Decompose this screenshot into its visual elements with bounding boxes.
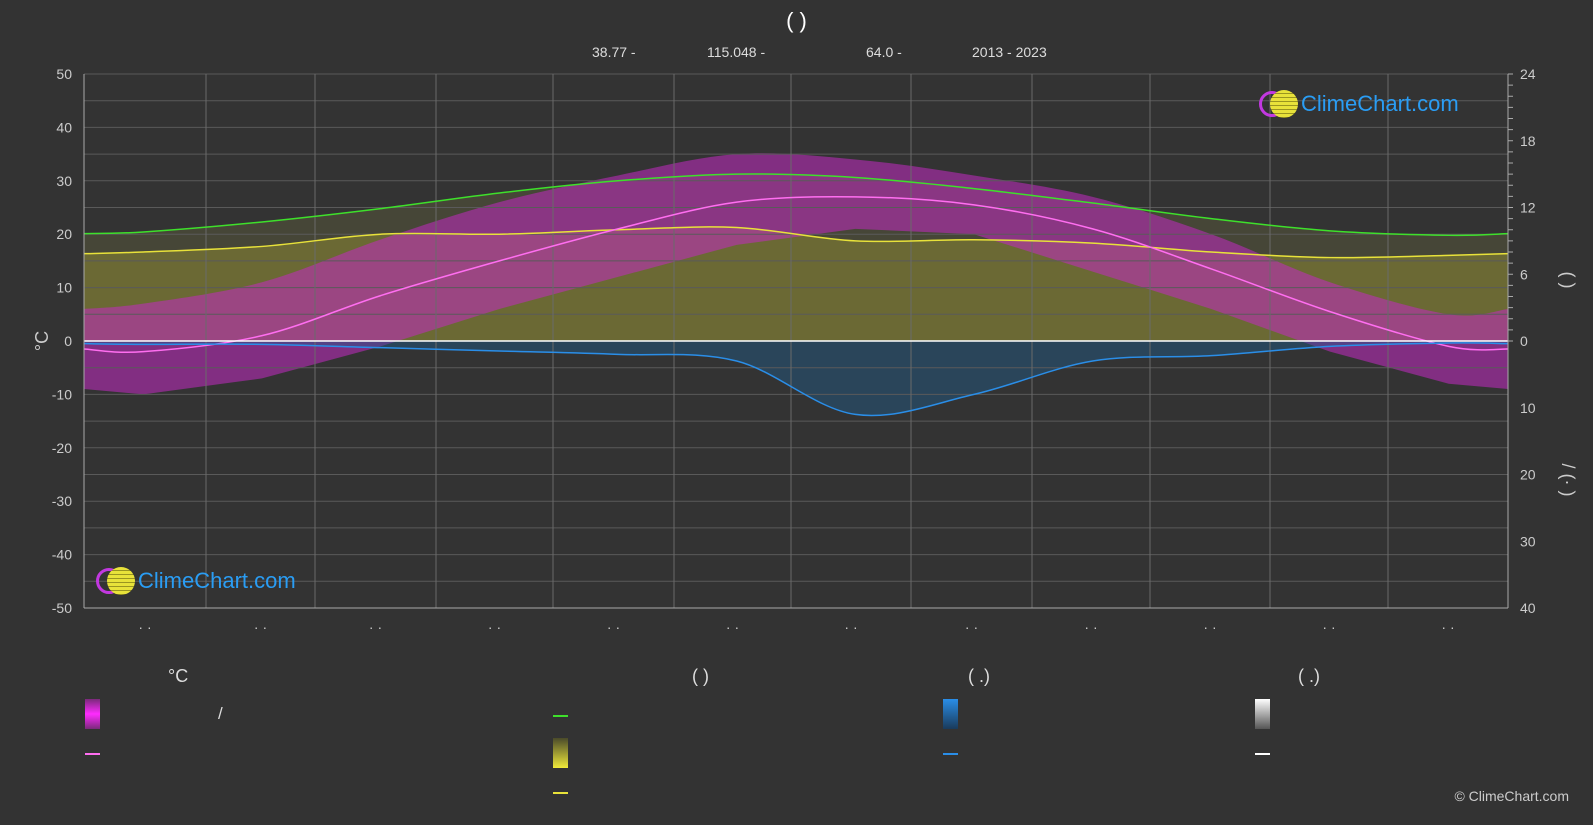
legend-temp-header: °C — [168, 666, 189, 686]
longitude-value: 115.048 - — [707, 44, 766, 60]
legend-avg-snow-swatch — [1255, 753, 1270, 755]
daylight-line — [83, 173, 1509, 237]
location-meta: 38.77 - 115.048 - 64.0 - 2013 - 2023 — [0, 44, 1593, 64]
left-tick-label: -10 — [52, 386, 72, 402]
legend-temp-range-swatch — [85, 699, 100, 729]
legend-rain-swatch — [943, 699, 958, 729]
legend-rain-header: ( .) — [968, 666, 990, 686]
left-tick-label: 0 — [64, 333, 72, 349]
x-tick-label: · · — [254, 619, 267, 635]
right-tick-label-mm: 40 — [1520, 600, 1536, 616]
x-tick-label: · · — [1203, 619, 1216, 635]
precipitation-area — [84, 341, 1508, 416]
sunshine-line — [83, 226, 1509, 259]
right-tick-label-mm: 20 — [1520, 467, 1536, 483]
legend-sun-header: ( ) — [692, 666, 709, 686]
elevation-value: 64.0 - — [866, 44, 902, 60]
legend-avg-rain-swatch — [943, 753, 958, 755]
chart-axes: 50 40 30 20 10 0 -10 -20 -30 -40 -50 °C 24 18 12 6 0 10 20… — [32, 66, 1578, 635]
x-tick-label: · · — [844, 619, 857, 635]
right-tick-label-hours: 18 — [1520, 133, 1536, 149]
right-tick-label-hours: 24 — [1520, 66, 1536, 82]
right-tick-label-hours: 6 — [1520, 266, 1528, 282]
legend-avg-temp-swatch — [85, 753, 100, 755]
right-tick-label-mm: 30 — [1520, 533, 1536, 549]
legend-avg-sunshine-swatch — [553, 792, 568, 794]
legend-daylight-swatch — [553, 715, 568, 717]
right-tick-label-mm: 10 — [1520, 400, 1536, 416]
left-tick-label: 10 — [56, 280, 72, 296]
period-value: 2013 - 2023 — [972, 44, 1047, 60]
x-tick-label: · · — [369, 619, 382, 635]
left-tick-label: 30 — [56, 173, 72, 189]
x-tick-label: · · — [138, 619, 151, 635]
logo-bottom-left[interactable]: ClimeChart.com — [96, 567, 296, 595]
x-tick-label: · · — [965, 619, 978, 635]
right-tick-label-mm: 0 — [1520, 333, 1528, 349]
left-tick-label: -40 — [52, 547, 72, 563]
left-tick-label: 20 — [56, 226, 72, 242]
left-tick-label: -50 — [52, 600, 72, 616]
temperature-bands — [84, 153, 1508, 416]
left-tick-label: -20 — [52, 440, 72, 456]
x-tick-label: · · — [1084, 619, 1097, 635]
logo-sun-icon — [1270, 90, 1298, 118]
right-tick-label-hours: 12 — [1520, 200, 1536, 216]
x-tick-label: · · — [488, 619, 501, 635]
right-axis-title-top: ( ) — [1558, 272, 1578, 289]
x-tick-label: · · — [726, 619, 739, 635]
page-title: ( ) — [786, 8, 807, 33]
logo-top-right[interactable]: ClimeChart.com — [1259, 90, 1459, 118]
chart-series — [83, 173, 1509, 417]
left-tick-label: 40 — [56, 119, 72, 135]
x-tick-label: · · — [1441, 619, 1454, 635]
precipitation-line — [83, 342, 1509, 417]
logo-sun-icon — [107, 567, 135, 595]
x-tick-label: · · — [1322, 619, 1335, 635]
right-axis-title-bottom: / (· ) — [1558, 464, 1578, 497]
legend-snow-swatch — [1255, 699, 1270, 729]
left-tick-label: -30 — [52, 493, 72, 509]
left-axis-title: °C — [32, 331, 52, 351]
latitude-value: 38.77 - — [592, 44, 636, 60]
x-tick-label: · · — [607, 619, 620, 635]
left-tick-label: 50 — [56, 66, 72, 82]
avg-temperature-line — [83, 195, 1509, 354]
copyright: © ClimeChart.com — [1454, 788, 1569, 804]
legend-snow-header: ( .) — [1298, 666, 1320, 686]
climate-chart: 50 40 30 20 10 0 -10 -20 -30 -40 -50 °C 24 18 12 6 0 10 20… — [32, 66, 1578, 635]
legend-sunshine-swatch — [553, 738, 568, 768]
legend-temp-slash: / — [218, 704, 223, 723]
